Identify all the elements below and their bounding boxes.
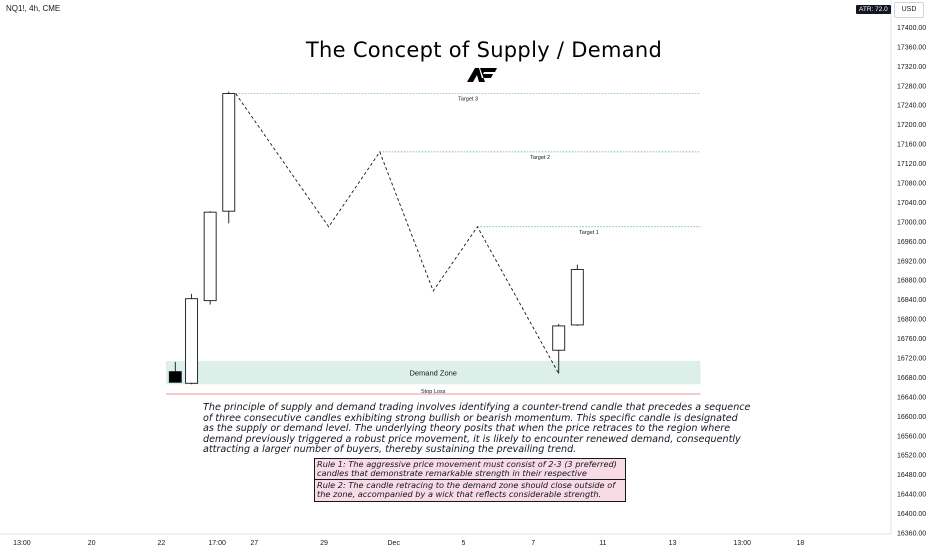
time-tick-label: 18 [796,540,804,547]
symbol-label[interactable]: NQ1!, 4h, CME [6,4,61,13]
price-tick-label: 16800.00 [897,317,926,324]
target-label-2: Target 2 [530,155,550,161]
price-tick-label: 16640.00 [897,394,926,401]
price-tick-label: 16880.00 [897,278,926,285]
price-tick-label: 17240.00 [897,103,926,110]
price-tick-label: 17280.00 [897,83,926,90]
rule-box-2: Rule 2: The candle retracing to the dema… [314,479,626,502]
price-tick-label: 17040.00 [897,200,926,207]
demand-zone-label: Demand Zone [409,369,457,378]
time-tick-label: 13:00 [734,540,752,547]
price-tick-label: 16360.00 [897,531,926,538]
description-text: The principle of supply and demand tradi… [203,402,751,456]
target-label-3: Target 3 [458,97,478,103]
candle-4[interactable] [222,93,236,212]
time-tick-label: 7 [531,540,535,547]
demand-zone[interactable] [166,360,701,385]
time-tick-label: 22 [157,540,165,547]
price-tick-label: 17120.00 [897,161,926,168]
price-tick-label: 16960.00 [897,239,926,246]
price-tick-label: 16400.00 [897,511,926,518]
price-tick-label: 17160.00 [897,142,926,149]
target-label-1: Target 1 [579,230,599,236]
price-tick-label: 17000.00 [897,219,926,226]
stop-loss-label: Stop Loss [421,389,446,395]
chart-title: The Concept of Supply / Demand [305,38,663,62]
currency-selector[interactable]: USD [894,2,924,18]
price-tick-label: 16560.00 [897,433,926,440]
projection-path[interactable] [235,93,560,374]
price-tick-label: 17320.00 [897,64,926,71]
atr-badge: ATR: 72.0 [856,5,891,14]
price-tick-label: 16520.00 [897,453,926,460]
price-tick-label: 16680.00 [897,375,926,382]
price-tick-label: 17080.00 [897,181,926,188]
candle-6[interactable] [570,269,584,326]
time-tick-label: 11 [599,540,606,547]
time-tick-label: 5 [461,540,465,547]
price-tick-label: 17200.00 [897,122,926,129]
time-tick-label: 20 [88,540,96,547]
price-tick-label: 16480.00 [897,472,926,479]
price-tick-label: 16720.00 [897,356,926,363]
time-tick-label: 17:00 [208,540,226,547]
candle-5[interactable] [552,325,566,351]
price-tick-label: 17400.00 [897,25,926,32]
candle-2[interactable] [185,298,199,384]
time-tick-label: 13 [669,540,677,547]
price-tick-label: 16440.00 [897,492,926,499]
time-tick-label: 13:00 [13,540,31,547]
af-logo-icon [467,68,497,82]
candle-3[interactable] [203,211,217,302]
time-tick-label: Dec [388,540,401,547]
price-tick-label: 16600.00 [897,414,926,421]
time-tick-label: 27 [250,540,258,547]
price-tick-label: 17360.00 [897,44,926,51]
time-tick-label: 29 [320,540,328,547]
price-tick-label: 16920.00 [897,258,926,265]
candle-1[interactable] [168,371,182,383]
price-tick-label: 16760.00 [897,336,926,343]
price-tick-label: 16840.00 [897,297,926,304]
